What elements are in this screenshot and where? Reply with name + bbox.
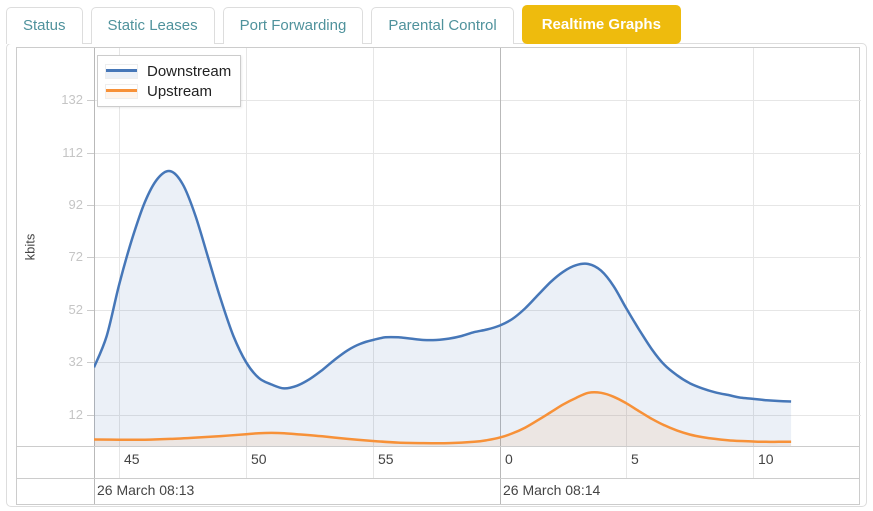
y-tick-label: 72 <box>68 249 83 264</box>
y-tick-mark <box>87 153 94 154</box>
y-axis-title: kbits <box>22 233 38 261</box>
tab-port-forwarding[interactable]: Port Forwarding <box>222 7 364 44</box>
tab-static-leases[interactable]: Static Leases <box>90 7 215 44</box>
y-tick-mark <box>87 100 94 101</box>
date-label: 26 March 08:14 <box>503 482 601 498</box>
upstream-area-fill <box>94 392 792 446</box>
gridline-vertical <box>373 48 374 478</box>
upstream-line <box>94 391 792 445</box>
gridline-vertical <box>753 48 754 478</box>
downstream-area-fill <box>94 170 792 446</box>
legend-item-downstream: Downstream <box>105 61 231 81</box>
x-tick-label: 50 <box>251 451 267 467</box>
x-tick-label: 45 <box>124 451 140 467</box>
tab-bar: Status Static Leases Port Forwarding Par… <box>6 5 681 44</box>
chart-panel: 12 32 52 72 92 112 132 45 50 55 0 5 10 26 March 08:13… <box>6 43 867 507</box>
gridline-vertical <box>119 48 120 478</box>
y-tick-label: 52 <box>68 302 83 317</box>
gridline-horizontal <box>94 205 861 206</box>
y-tick-label: 112 <box>62 145 83 160</box>
legend-item-upstream: Upstream <box>105 81 231 101</box>
chart-grid: 12 32 52 72 92 112 132 45 50 55 0 5 10 26 March 08:13… <box>17 48 861 504</box>
chart-legend: Downstream Upstream <box>97 55 242 107</box>
minute-boundary-line <box>94 48 95 504</box>
downstream-swatch-icon <box>105 63 138 79</box>
minute-boundary-line <box>500 48 501 504</box>
y-tick-mark <box>87 310 94 311</box>
gridline-horizontal <box>94 100 861 101</box>
gridline-horizontal <box>94 310 861 311</box>
x-axis-line <box>17 446 859 447</box>
gridline-horizontal <box>94 153 861 154</box>
y-tick-label: 32 <box>68 354 83 369</box>
gridline-vertical <box>626 48 627 478</box>
y-tick-mark <box>87 257 94 258</box>
x-tick-label: 55 <box>378 451 394 467</box>
gridline-horizontal <box>94 257 861 258</box>
traffic-series-plot <box>94 169 792 446</box>
x-tick-label: 5 <box>631 451 639 467</box>
date-label: 26 March 08:13 <box>97 482 195 498</box>
tab-parental-control[interactable]: Parental Control <box>371 7 514 44</box>
y-tick-mark <box>87 415 94 416</box>
x-tick-label: 0 <box>505 451 513 467</box>
gridline-horizontal <box>94 415 861 416</box>
tab-status[interactable]: Status <box>6 7 83 44</box>
legend-label: Downstream <box>147 62 232 80</box>
gridline-horizontal <box>94 362 861 363</box>
upstream-swatch-icon <box>105 83 138 99</box>
realtime-traffic-chart: 12 32 52 72 92 112 132 45 50 55 0 5 10 26 March 08:13… <box>16 47 861 505</box>
label-row-divider <box>17 478 859 479</box>
legend-label: Upstream <box>147 82 213 100</box>
y-tick-label: 92 <box>68 197 83 212</box>
x-tick-label: 10 <box>758 451 774 467</box>
y-tick-label: 12 <box>68 407 83 422</box>
y-tick-mark <box>87 362 94 363</box>
downstream-line <box>94 169 792 403</box>
y-tick-mark <box>87 205 94 206</box>
y-tick-label: 132 <box>61 92 83 107</box>
tab-realtime-graphs[interactable]: Realtime Graphs <box>521 5 681 44</box>
gridline-vertical <box>246 48 247 478</box>
